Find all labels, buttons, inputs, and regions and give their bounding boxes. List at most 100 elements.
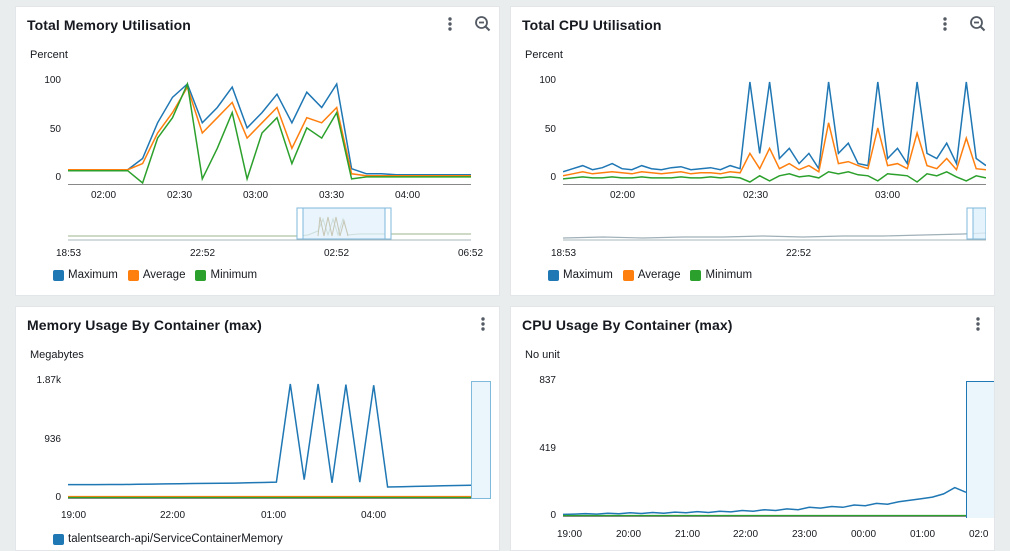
vertical-dots-icon[interactable] <box>473 314 493 334</box>
legend-label: Average <box>637 269 681 281</box>
cpu-line-chart[interactable] <box>563 79 986 185</box>
series-line-minimum <box>68 81 471 185</box>
x-tick-label: 23:00 <box>792 529 818 540</box>
widget-title: Total Memory Utilisation <box>27 17 191 33</box>
x-tick-label: 00:00 <box>851 529 877 540</box>
x-tick-label: 20:00 <box>616 529 642 540</box>
y-tick-label: 50 <box>544 124 556 135</box>
y-tick-label: 0 <box>55 172 61 183</box>
legend-label: Maximum <box>68 269 118 281</box>
navigator-left-handle[interactable] <box>296 207 304 240</box>
legend-label: Maximum <box>563 269 613 281</box>
nav-tick-label: 22:52 <box>786 248 812 259</box>
range-selection-overlay[interactable] <box>966 381 994 518</box>
x-tick-label: 01:00 <box>910 529 936 540</box>
legend-label: talentsearch-api/ServiceContainerMemory <box>68 533 283 545</box>
y-axis-label: Percent <box>525 49 563 61</box>
y-axis-label: No unit <box>525 349 560 361</box>
legend-item-service-container-memory[interactable]: talentsearch-api/ServiceContainerMemory <box>53 533 283 545</box>
cpu-container-line-chart[interactable] <box>563 381 966 517</box>
time-range-navigator[interactable] <box>68 207 471 241</box>
nav-tick-label: 06:52 <box>458 248 484 259</box>
zoom-out-icon[interactable] <box>968 14 988 34</box>
y-tick-label: 419 <box>539 443 556 454</box>
legend-item-average[interactable]: Average <box>622 269 681 281</box>
chart-legend: Maximum Average Minimum <box>548 269 752 281</box>
series-line-maximum <box>68 81 471 176</box>
x-tick-label: 02:30 <box>167 190 193 201</box>
series-line-talentsearch-api-servicecontainermemory <box>68 383 471 488</box>
series-line-average <box>68 85 471 177</box>
chart-legend: Maximum Average Minimum <box>53 269 257 281</box>
navigator-selection[interactable] <box>299 207 389 240</box>
x-tick-label: 21:00 <box>675 529 701 540</box>
y-tick-label: 1.87k <box>36 375 61 386</box>
chart-legend: talentsearch-api/ServiceContainerMemory <box>53 533 283 545</box>
x-tick-label: 02:0 <box>969 529 989 540</box>
legend-swatch <box>690 269 702 281</box>
x-tick-label: 01:00 <box>261 510 287 521</box>
y-tick-label: 100 <box>539 75 556 86</box>
series-line-minimum <box>563 170 986 183</box>
memory-utilisation-widget: Total Memory Utilisation Percent 100 50 … <box>15 6 500 296</box>
time-range-navigator[interactable] <box>563 207 986 241</box>
series-line-average <box>563 122 986 177</box>
legend-item-maximum[interactable]: Maximum <box>548 269 613 281</box>
vertical-dots-icon[interactable] <box>440 14 460 34</box>
vertical-dots-icon[interactable] <box>968 314 988 334</box>
navigator-left-handle[interactable] <box>966 207 974 240</box>
nav-tick-label: 22:52 <box>190 248 216 259</box>
x-tick-label: 22:00 <box>733 529 759 540</box>
y-tick-label: 100 <box>44 75 61 86</box>
vertical-dots-icon[interactable] <box>935 14 955 34</box>
x-tick-label: 04:00 <box>361 510 387 521</box>
x-tick-label: 02:30 <box>743 190 769 201</box>
y-tick-label: 936 <box>44 434 61 445</box>
legend-swatch <box>622 269 634 281</box>
cpu-utilisation-widget: Total CPU Utilisation Percent 100 50 0 0… <box>510 6 995 296</box>
legend-swatch <box>53 533 64 545</box>
series-line-maximum <box>563 81 986 173</box>
x-tick-label: 04:00 <box>395 190 421 201</box>
legend-swatch <box>548 269 559 281</box>
x-tick-label: 03:00 <box>875 190 901 201</box>
legend-swatch <box>195 269 207 281</box>
x-tick-label: 02:00 <box>610 190 636 201</box>
legend-item-minimum[interactable]: Minimum <box>690 269 752 281</box>
range-selection-overlay[interactable] <box>471 381 491 499</box>
series-line-0 <box>563 486 966 516</box>
y-tick-label: 50 <box>49 124 61 135</box>
nav-tick-label: 18:53 <box>56 248 82 259</box>
legend-item-average[interactable]: Average <box>127 269 186 281</box>
nav-tick-label: 02:52 <box>324 248 350 259</box>
navigator-right-handle[interactable] <box>384 207 392 240</box>
legend-item-maximum[interactable]: Maximum <box>53 269 118 281</box>
widget-title: Total CPU Utilisation <box>522 17 662 33</box>
cpu-by-container-widget: CPU Usage By Container (max) No unit 837… <box>510 306 995 551</box>
memory-container-line-chart[interactable] <box>68 381 471 499</box>
x-tick-label: 19:00 <box>557 529 583 540</box>
x-tick-label: 22:00 <box>160 510 186 521</box>
y-tick-label: 0 <box>550 510 556 521</box>
memory-by-container-widget: Memory Usage By Container (max) Megabyte… <box>15 306 500 551</box>
y-tick-label: 0 <box>550 172 556 183</box>
x-tick-label: 03:30 <box>319 190 345 201</box>
zoom-out-icon[interactable] <box>473 14 493 34</box>
legend-swatch <box>127 269 139 281</box>
y-axis-label: Percent <box>30 49 68 61</box>
y-tick-label: 837 <box>539 375 556 386</box>
legend-label: Minimum <box>210 269 258 281</box>
nav-tick-label: 18:53 <box>551 248 577 259</box>
legend-label: Average <box>142 269 186 281</box>
widget-title: Memory Usage By Container (max) <box>27 317 262 333</box>
x-tick-label: 19:00 <box>61 510 87 521</box>
legend-item-minimum[interactable]: Minimum <box>195 269 257 281</box>
memory-line-chart[interactable] <box>68 79 471 185</box>
y-tick-label: 0 <box>55 492 61 503</box>
y-axis-label: Megabytes <box>30 349 84 361</box>
widget-title: CPU Usage By Container (max) <box>522 317 733 333</box>
x-tick-label: 03:00 <box>243 190 269 201</box>
legend-swatch <box>53 269 64 281</box>
legend-label: Minimum <box>705 269 753 281</box>
x-tick-label: 02:00 <box>91 190 117 201</box>
